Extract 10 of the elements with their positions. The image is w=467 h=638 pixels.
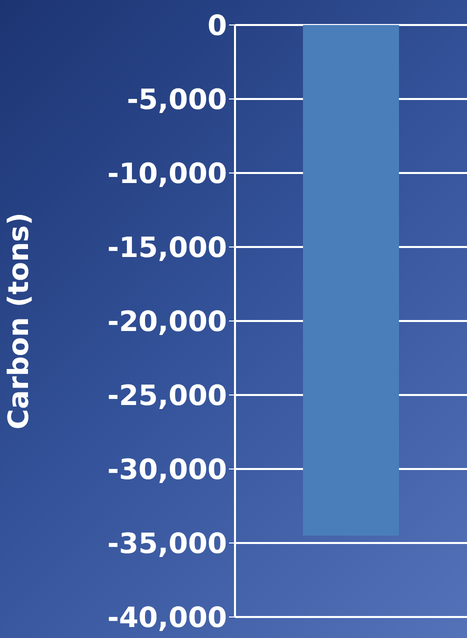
y-axis-title: Carbon (tons)	[2, 212, 35, 430]
y-tick-label: -40,000	[107, 600, 227, 634]
y-tick-label: -10,000	[107, 156, 227, 190]
y-tick-label: -15,000	[107, 230, 227, 264]
y-tick-label: -5,000	[126, 82, 227, 116]
y-tick-label: 0	[208, 8, 227, 42]
y-tick-label: -35,000	[107, 526, 227, 560]
y-tick-label: -30,000	[107, 452, 227, 486]
y-tick-label: -20,000	[107, 304, 227, 338]
y-tick-label: -25,000	[107, 378, 227, 412]
